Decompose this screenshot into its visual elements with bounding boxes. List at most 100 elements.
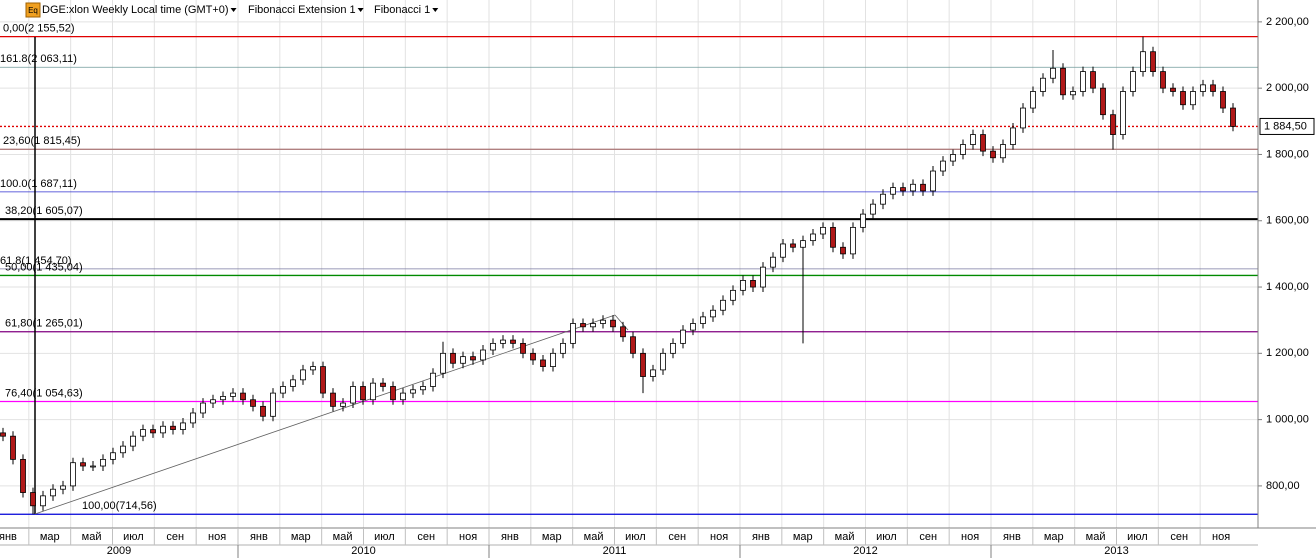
candle-body	[960, 144, 966, 155]
candle-body	[660, 352, 666, 371]
candle-body	[90, 465, 96, 468]
candle-body	[260, 405, 266, 417]
candle-body	[310, 366, 316, 371]
fib-level-label: 38,20(1 605,07)	[5, 205, 83, 217]
month-label: сен	[166, 531, 184, 543]
month-label: июл	[1127, 531, 1148, 543]
candle-body	[270, 392, 276, 417]
y-tick-label: 1 000,00	[1266, 414, 1309, 426]
month-label: май	[82, 531, 102, 543]
candle-body	[100, 458, 106, 467]
year-label: 2009	[107, 545, 131, 557]
symbol-icon[interactable]	[25, 2, 41, 18]
fib-level-label: 100.0(1 687,11)	[0, 178, 77, 190]
candle-body	[890, 187, 896, 195]
candle-body	[230, 392, 236, 397]
candle-body	[130, 435, 136, 447]
month-label: июл	[123, 531, 144, 543]
dropdown-arrow	[230, 8, 237, 12]
candle-body	[810, 233, 816, 242]
candle-body	[710, 309, 716, 318]
y-tick-label: 800,00	[1266, 480, 1300, 492]
month-label: янв	[752, 531, 770, 543]
month-label: янв	[1003, 531, 1021, 543]
candle-body	[1050, 67, 1056, 79]
candle-body	[240, 392, 246, 401]
month-label: мар	[793, 531, 813, 543]
candle-body	[470, 356, 476, 361]
y-tick-label: 1 400,00	[1266, 281, 1309, 293]
level-labels: 0,00(2 155,52) 161.8(2 063,11) 23,60(1 815…	[0, 23, 157, 513]
fib-level-label: 76,40(1 054,63)	[5, 387, 83, 399]
candle-body	[670, 342, 676, 354]
candle-body	[1200, 84, 1206, 92]
candle-body	[790, 243, 796, 248]
month-label: сен	[1170, 531, 1188, 543]
candle-body	[840, 246, 846, 255]
month-label: ноя	[1212, 531, 1230, 543]
month-label: сен	[668, 531, 686, 543]
candle-body	[160, 425, 166, 434]
candle-body	[820, 226, 826, 235]
fib-level-label: 50,00(1 435,04)	[5, 261, 83, 273]
month-label: мар	[1044, 531, 1064, 543]
candle-body	[640, 352, 646, 377]
candle-body	[150, 429, 156, 434]
fib-retracement-menu[interactable]: Fibonacci 1	[374, 4, 430, 16]
fib-level-label: 23,60(1 815,45)	[3, 135, 81, 147]
candle-body	[1190, 91, 1196, 106]
candle-body	[380, 382, 386, 387]
fib-level-label: 0,00(2 155,52)	[3, 23, 75, 35]
candle-body	[30, 492, 36, 507]
candle-body	[440, 352, 446, 374]
candle-body	[800, 240, 806, 248]
month-label: май	[584, 531, 604, 543]
candle-body	[730, 289, 736, 301]
candle-body	[770, 256, 776, 268]
fib-level-label: 61.8(1 454,70)	[0, 255, 72, 267]
candle-body	[720, 299, 726, 311]
candle-body	[920, 183, 926, 192]
candle-body	[1110, 114, 1116, 135]
month-label: ноя	[961, 531, 979, 543]
fibonacci-levels	[0, 35, 1258, 515]
month-label: ноя	[459, 531, 477, 543]
candle-body	[1000, 144, 1006, 159]
month-label: май	[333, 531, 353, 543]
candle-body	[1130, 71, 1136, 92]
candle-body	[500, 339, 506, 344]
candle-body	[1120, 91, 1126, 135]
candle-body	[450, 352, 456, 364]
candle-body	[1140, 51, 1146, 72]
candle-body	[680, 329, 686, 344]
candle-body	[10, 435, 16, 460]
year-label: 2013	[1104, 545, 1128, 557]
month-label: сен	[417, 531, 435, 543]
candle-body	[40, 495, 46, 507]
fib-extension-menu[interactable]: Fibonacci Extension 1	[248, 4, 356, 16]
candle-body	[980, 134, 986, 152]
candle-body	[120, 445, 126, 454]
candle-body	[20, 458, 26, 493]
icon-label: Eq	[28, 6, 38, 15]
fib-level-label: 161.8(2 063,11)	[0, 53, 77, 65]
fib-level-label: 100,00(714,56)	[82, 500, 157, 512]
candle-body	[880, 193, 886, 205]
candle-body	[110, 452, 116, 460]
candle-body	[540, 359, 546, 367]
candle-body	[190, 412, 196, 424]
y-tick-label: 2 000,00	[1266, 82, 1309, 94]
candle-body	[290, 379, 296, 387]
current-price-label: 1 884,50	[1264, 120, 1307, 132]
candle-body	[340, 402, 346, 407]
candle-body	[400, 392, 406, 401]
dropdown-arrow	[432, 8, 439, 12]
candle-body	[620, 326, 626, 338]
candle-body	[830, 226, 836, 248]
candle-body	[1230, 107, 1236, 127]
candle-body	[330, 392, 336, 407]
symbol-menu[interactable]: DGE:xlon Weekly Local time (GMT+0)	[42, 4, 229, 16]
month-label: май	[1086, 531, 1106, 543]
candle-body	[1020, 107, 1026, 129]
